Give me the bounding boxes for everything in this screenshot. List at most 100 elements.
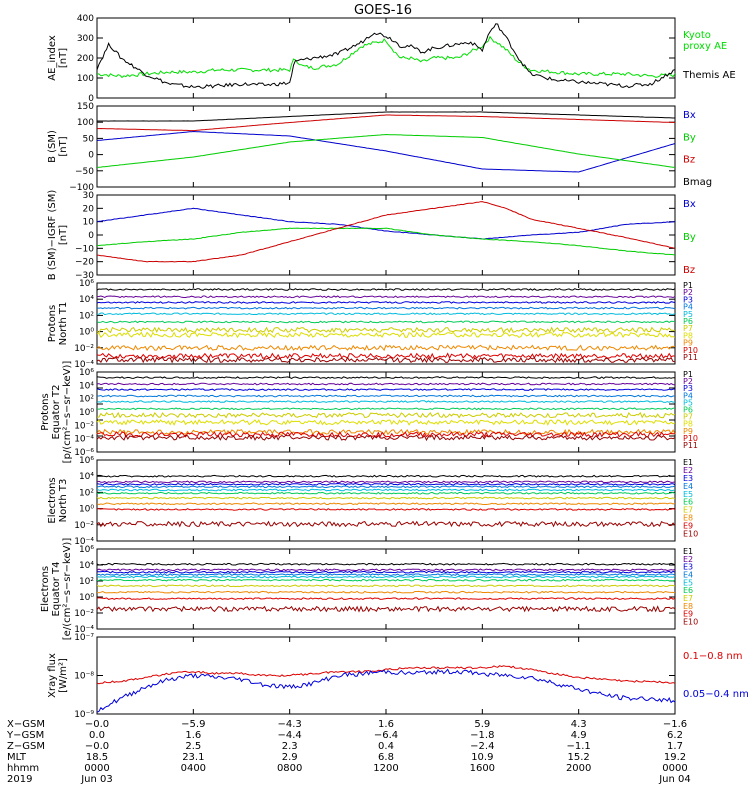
series-line bbox=[96, 407, 676, 411]
legend-entry-line: Bz bbox=[683, 265, 695, 276]
y-axis-label-line: Protons bbox=[40, 393, 51, 430]
y-axis-label-line: B (SM) bbox=[47, 130, 58, 163]
series-line bbox=[96, 520, 676, 528]
legend-entry: E5 bbox=[683, 578, 693, 587]
series-line bbox=[96, 295, 676, 299]
x-cell: 5.9 bbox=[474, 719, 490, 730]
legend-entry: Bz bbox=[683, 155, 695, 166]
series-line bbox=[96, 376, 676, 380]
x-axis-table: X−GSMY−GSMZ−GSMMLThhmm2019−0.00.0−0.018.… bbox=[6, 719, 691, 785]
series-line bbox=[96, 431, 676, 438]
series-line bbox=[96, 480, 676, 484]
x-cell: −4.3 bbox=[278, 719, 302, 730]
legend-entry: P3 bbox=[683, 384, 693, 393]
y-tick-label: 300 bbox=[77, 34, 94, 44]
y-tick-label: 10² bbox=[79, 311, 94, 321]
series-line bbox=[96, 114, 676, 132]
x-cell: 23.1 bbox=[182, 752, 204, 763]
y-axis-label-line: AE_index bbox=[47, 35, 58, 81]
panel-electrons_t4: ElectronsEquator T4[e/(cm²−s−sr−keV)] 10⁶… bbox=[40, 538, 698, 641]
y-tick-label: 20 bbox=[83, 204, 95, 214]
legend-entry: E9 bbox=[683, 522, 693, 531]
y-tick-label: 10⁻² bbox=[74, 609, 94, 619]
panel-xray: Xray flux[W/m²] 10⁻⁷ 10⁻⁸ 10⁻⁹ 0.1−0.8 nm 0.0… bbox=[47, 633, 749, 720]
panel-b_igrf: B (SM)−IGRF (SM)[nT] −30 −20 −10 0 10 20 30 Bx By… bbox=[47, 190, 696, 281]
x-cell: −0.0 bbox=[85, 719, 109, 730]
series-line bbox=[96, 474, 676, 478]
y-ticks: 0 100 200 300 400 bbox=[77, 14, 675, 104]
panel-frame bbox=[96, 636, 676, 715]
x-row-label: hhmm bbox=[7, 763, 39, 774]
x-cell: 10.9 bbox=[471, 752, 493, 763]
y-ticks: 10⁶ 10⁴ 10² 10⁰ 10⁻² 10⁻⁴ 10⁻⁶ bbox=[74, 368, 675, 458]
y-tick-label: 100 bbox=[77, 118, 94, 128]
y-tick-label: 200 bbox=[77, 54, 94, 64]
legend-entry: P9 bbox=[683, 427, 693, 436]
y-axis-label-line: Protons bbox=[47, 305, 58, 342]
legend-entry: P1 bbox=[683, 370, 693, 379]
legend-entry: E10 bbox=[683, 618, 698, 627]
legend-entry: P4 bbox=[683, 391, 693, 400]
legend-entry: E4 bbox=[683, 482, 693, 491]
legend-entry: P9 bbox=[683, 339, 693, 348]
panel-protons_t1: ProtonsNorth T110⁶10⁴10²10⁰10⁻²10⁻⁴P1P2P… bbox=[47, 279, 698, 370]
panel-electrons_t3: ElectronsNorth T310⁶10⁴10²10⁰10⁻²10⁻⁴E1E… bbox=[47, 456, 698, 547]
legend-entry: Themis AE bbox=[682, 70, 736, 81]
y-tick-label: 10⁻² bbox=[74, 521, 94, 531]
y-axis-label-line: [p/(cm²−s−sr−keV)] bbox=[62, 361, 73, 464]
series-line bbox=[96, 573, 676, 577]
x-cell: Jun 04 bbox=[658, 774, 691, 785]
legend-entry: E8 bbox=[683, 514, 693, 523]
x-cell: −0.0 bbox=[85, 741, 109, 752]
y-axis-label: ProtonsEquator T2[p/(cm²−s−sr−keV)] bbox=[40, 361, 73, 464]
series-line bbox=[96, 578, 676, 582]
series-line bbox=[96, 352, 676, 360]
legend-entry: P5 bbox=[683, 398, 693, 407]
legend-entry: E2 bbox=[683, 466, 693, 475]
series-line bbox=[96, 35, 676, 79]
series-line bbox=[96, 201, 676, 263]
y-axis-label: AE_index[nT] bbox=[47, 35, 69, 81]
x-cell: 0800 bbox=[277, 763, 302, 774]
y-tick-label: 10⁶ bbox=[79, 456, 94, 466]
y-axis-label: ElectronsNorth T3 bbox=[47, 477, 69, 523]
y-axis-label-line: Electrons bbox=[47, 477, 58, 523]
legend-entry: P4 bbox=[683, 303, 693, 312]
y-ticks: −100 −50 0 50 100 150 bbox=[69, 102, 675, 193]
x-cell: −1.8 bbox=[470, 730, 494, 741]
x-row-label: Y−GSM bbox=[6, 730, 44, 741]
x-cell: 4.9 bbox=[571, 730, 587, 741]
y-tick-label: 10⁻⁹ bbox=[74, 710, 94, 720]
series-line bbox=[96, 502, 676, 506]
legend-entry: 0.05−0.4 nm bbox=[683, 689, 749, 700]
y-tick-label: 0 bbox=[88, 94, 94, 104]
legend-entry-line: Kyoto bbox=[683, 30, 711, 41]
y-tick-label: 10⁴ bbox=[79, 295, 94, 305]
legend-entry: E3 bbox=[683, 474, 693, 483]
series-line bbox=[96, 331, 676, 339]
panel-frame bbox=[96, 282, 676, 365]
series-line bbox=[96, 665, 676, 685]
legend-entry: E6 bbox=[683, 498, 693, 507]
legend-entry: E8 bbox=[683, 602, 693, 611]
y-tick-label: 10⁻⁴ bbox=[74, 537, 94, 547]
x-cell: −4.4 bbox=[278, 730, 302, 741]
legend-entry-line: Bmag bbox=[683, 177, 712, 188]
series-line bbox=[96, 400, 676, 403]
series-line bbox=[97, 227, 676, 256]
y-tick-label: 10⁴ bbox=[79, 472, 94, 482]
legend-entry-line: 0.05−0.4 nm bbox=[683, 689, 749, 700]
x-cell: −1.1 bbox=[567, 741, 591, 752]
x-cell: 6.2 bbox=[667, 730, 683, 741]
y-tick-label: 10⁶ bbox=[79, 545, 94, 555]
x-cell: −2.4 bbox=[470, 741, 494, 752]
y-tick-label: 100 bbox=[77, 74, 94, 84]
legend-entry: E6 bbox=[683, 586, 693, 595]
legend-entry: Bx bbox=[683, 199, 696, 210]
x-cell: 0.4 bbox=[378, 741, 394, 752]
series-line bbox=[96, 570, 676, 574]
legend-entry: E7 bbox=[683, 506, 693, 515]
y-ticks: 10⁶ 10⁴ 10² 10⁰ 10⁻² 10⁻⁴ bbox=[74, 456, 675, 547]
legend-entry-line: By bbox=[683, 132, 696, 143]
